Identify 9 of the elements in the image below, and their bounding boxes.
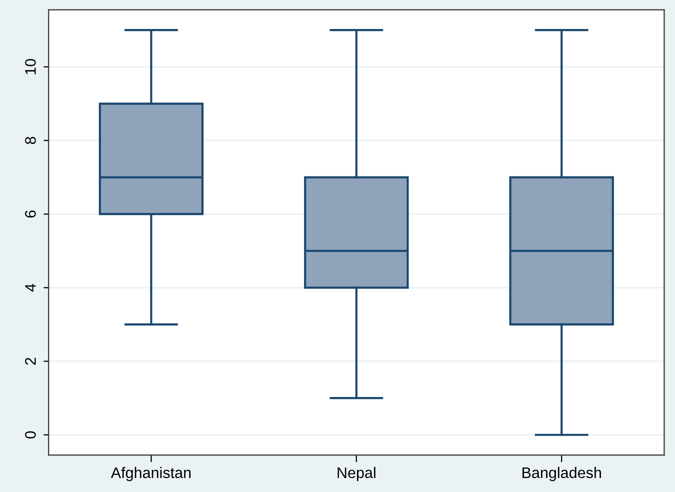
y-tick-label: 0 — [25, 431, 36, 439]
x-tick-label: Nepal — [338, 466, 376, 482]
y-tick-label: 2 — [25, 358, 36, 365]
y-tick-label: 6 — [25, 210, 36, 218]
y-tick-label: 8 — [25, 136, 36, 144]
y-tick-label: 4 — [25, 284, 36, 292]
y-tick-label: 10 — [25, 58, 36, 74]
x-tick-label: Bangladesh — [522, 466, 601, 482]
x-tick-label: Afghanistan — [110, 466, 191, 482]
